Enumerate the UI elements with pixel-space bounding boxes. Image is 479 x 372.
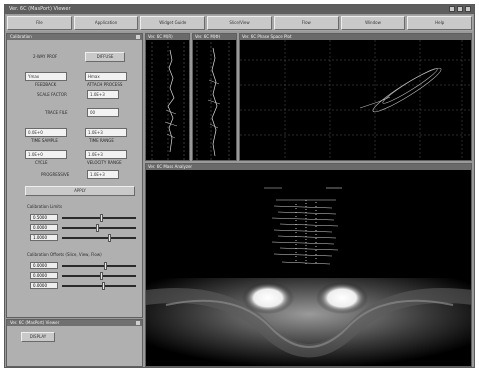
slider-track (62, 237, 136, 239)
calibration-limits-label: Calibration Limits (27, 204, 62, 210)
slider-handle[interactable] (108, 234, 111, 242)
menu-bar: File Application Widget Guide Slice/View… (6, 15, 473, 31)
slider-track (62, 265, 136, 267)
feedback-label: FEEDBACK (35, 82, 56, 88)
window-controls (449, 6, 471, 12)
phase-space-plot[interactable]: Ver. 6C Phase Space Plot (239, 33, 472, 161)
limit-slider-row-3: 1.0000 (30, 234, 138, 242)
limit-slider-row-1: 0.5000 (30, 214, 138, 222)
progressive-label: PROGRESSIVE (41, 172, 69, 178)
menu-application[interactable]: Application (74, 16, 139, 30)
offset-value-2[interactable]: 0.0000 (30, 272, 58, 279)
application-window: Ver. 6C (MasPort) Viewer File Applicatio… (4, 4, 475, 368)
scale-factor-field[interactable]: 1.0E+3 (87, 90, 119, 99)
menu-widget-guide[interactable]: Widget Guide (140, 16, 205, 30)
close-button[interactable] (465, 6, 471, 12)
limit-value-1[interactable]: 0.5000 (30, 214, 58, 221)
maximize-button[interactable] (457, 6, 463, 12)
menu-window[interactable]: Window (341, 16, 406, 30)
strip-trace-mr (146, 40, 190, 161)
velocity-range-label: VELOCITY RANGE (87, 160, 122, 166)
cycle-label: CYCLE (35, 160, 48, 166)
scale-factor-label: SCALE FACTOR (37, 92, 67, 98)
time-sample-field[interactable]: 0.0E+0 (25, 128, 67, 137)
slider-track (62, 275, 136, 277)
diffuse-button[interactable]: DIFFUSE (85, 52, 125, 62)
strip-view-mphi[interactable]: Ver. 6C M(Φ) (192, 33, 237, 161)
limit-value-2[interactable]: 0.0000 (30, 224, 58, 231)
top-label: 2-WAY PROF (33, 54, 57, 60)
slider-track (62, 227, 136, 229)
calibration-panel-titlebar: Calibration (7, 34, 142, 40)
slider-track (62, 217, 136, 219)
mass-analyzer-view[interactable]: Ver. 6C Mass Analyzer (145, 163, 472, 367)
progressive-field[interactable]: 1.0E+3 (87, 170, 119, 179)
strip-view-mr[interactable]: Ver. 6C M(R) (145, 33, 190, 161)
display-panel-title: Ver. 6C (MasPort) Viewer (10, 320, 59, 326)
panel-close-icon[interactable] (136, 321, 140, 325)
offset-value-1[interactable]: 0.0000 (30, 262, 58, 269)
hmax-field[interactable]: Hmax (85, 72, 127, 81)
slider-handle[interactable] (96, 224, 99, 232)
slider-handle[interactable] (100, 214, 103, 222)
offset-slider-row-2: 0.0000 (30, 272, 138, 280)
apply-button[interactable]: APPLY (25, 186, 135, 196)
slider-handle[interactable] (102, 282, 105, 290)
slider-handle[interactable] (104, 262, 107, 270)
title-bar: Ver. 6C (MasPort) Viewer (5, 5, 474, 14)
calibration-panel-title: Calibration (10, 34, 32, 40)
menu-file[interactable]: File (7, 16, 72, 30)
calibration-panel: Calibration 2-WAY PROF DIFFUSE Ymax Hmax… (6, 33, 143, 318)
display-panel: Ver. 6C (MasPort) Viewer DISPLAY (6, 319, 143, 367)
trace-file-field[interactable]: 00 (87, 108, 119, 117)
calibration-offsets-label: Calibration Offsets (Slice, View, Flow) (27, 252, 102, 258)
time-sample-label: TIME SAMPLE (31, 138, 58, 144)
limit-value-3[interactable]: 1.0000 (30, 234, 58, 241)
offset-slider-row-1: 0.0000 (30, 262, 138, 270)
time-range-label: TIME RANGE (89, 138, 114, 144)
display-panel-titlebar: Ver. 6C (MasPort) Viewer (7, 320, 142, 326)
offset-value-3[interactable]: 0.0000 (30, 282, 58, 289)
limit-slider-row-2: 0.0000 (30, 224, 138, 232)
strip-trace-mphi (193, 40, 237, 161)
velocity-range-field[interactable]: 1.0E+3 (85, 150, 127, 159)
attach-process-label: ATTACH PROCESS (87, 82, 122, 88)
mass-analyzer-image (146, 170, 472, 367)
menu-slice-view[interactable]: Slice/View (207, 16, 272, 30)
time-range-field[interactable]: 1.0E+3 (85, 128, 127, 137)
ymax-field[interactable]: Ymax (25, 72, 67, 81)
cycle-field[interactable]: 1.0E+0 (25, 150, 67, 159)
panel-close-icon[interactable] (136, 35, 140, 39)
menu-flow[interactable]: Flow (274, 16, 339, 30)
slider-handle[interactable] (100, 272, 103, 280)
trace-file-label: TRACE FILE (45, 110, 68, 116)
phase-space-graph (240, 40, 472, 161)
menu-help[interactable]: Help (407, 16, 472, 30)
minimize-button[interactable] (449, 6, 455, 12)
offset-slider-row-3: 0.0000 (30, 282, 138, 290)
window-title: Ver. 6C (MasPort) Viewer (9, 6, 71, 12)
slider-track (62, 285, 136, 287)
display-button[interactable]: DISPLAY (21, 332, 55, 342)
